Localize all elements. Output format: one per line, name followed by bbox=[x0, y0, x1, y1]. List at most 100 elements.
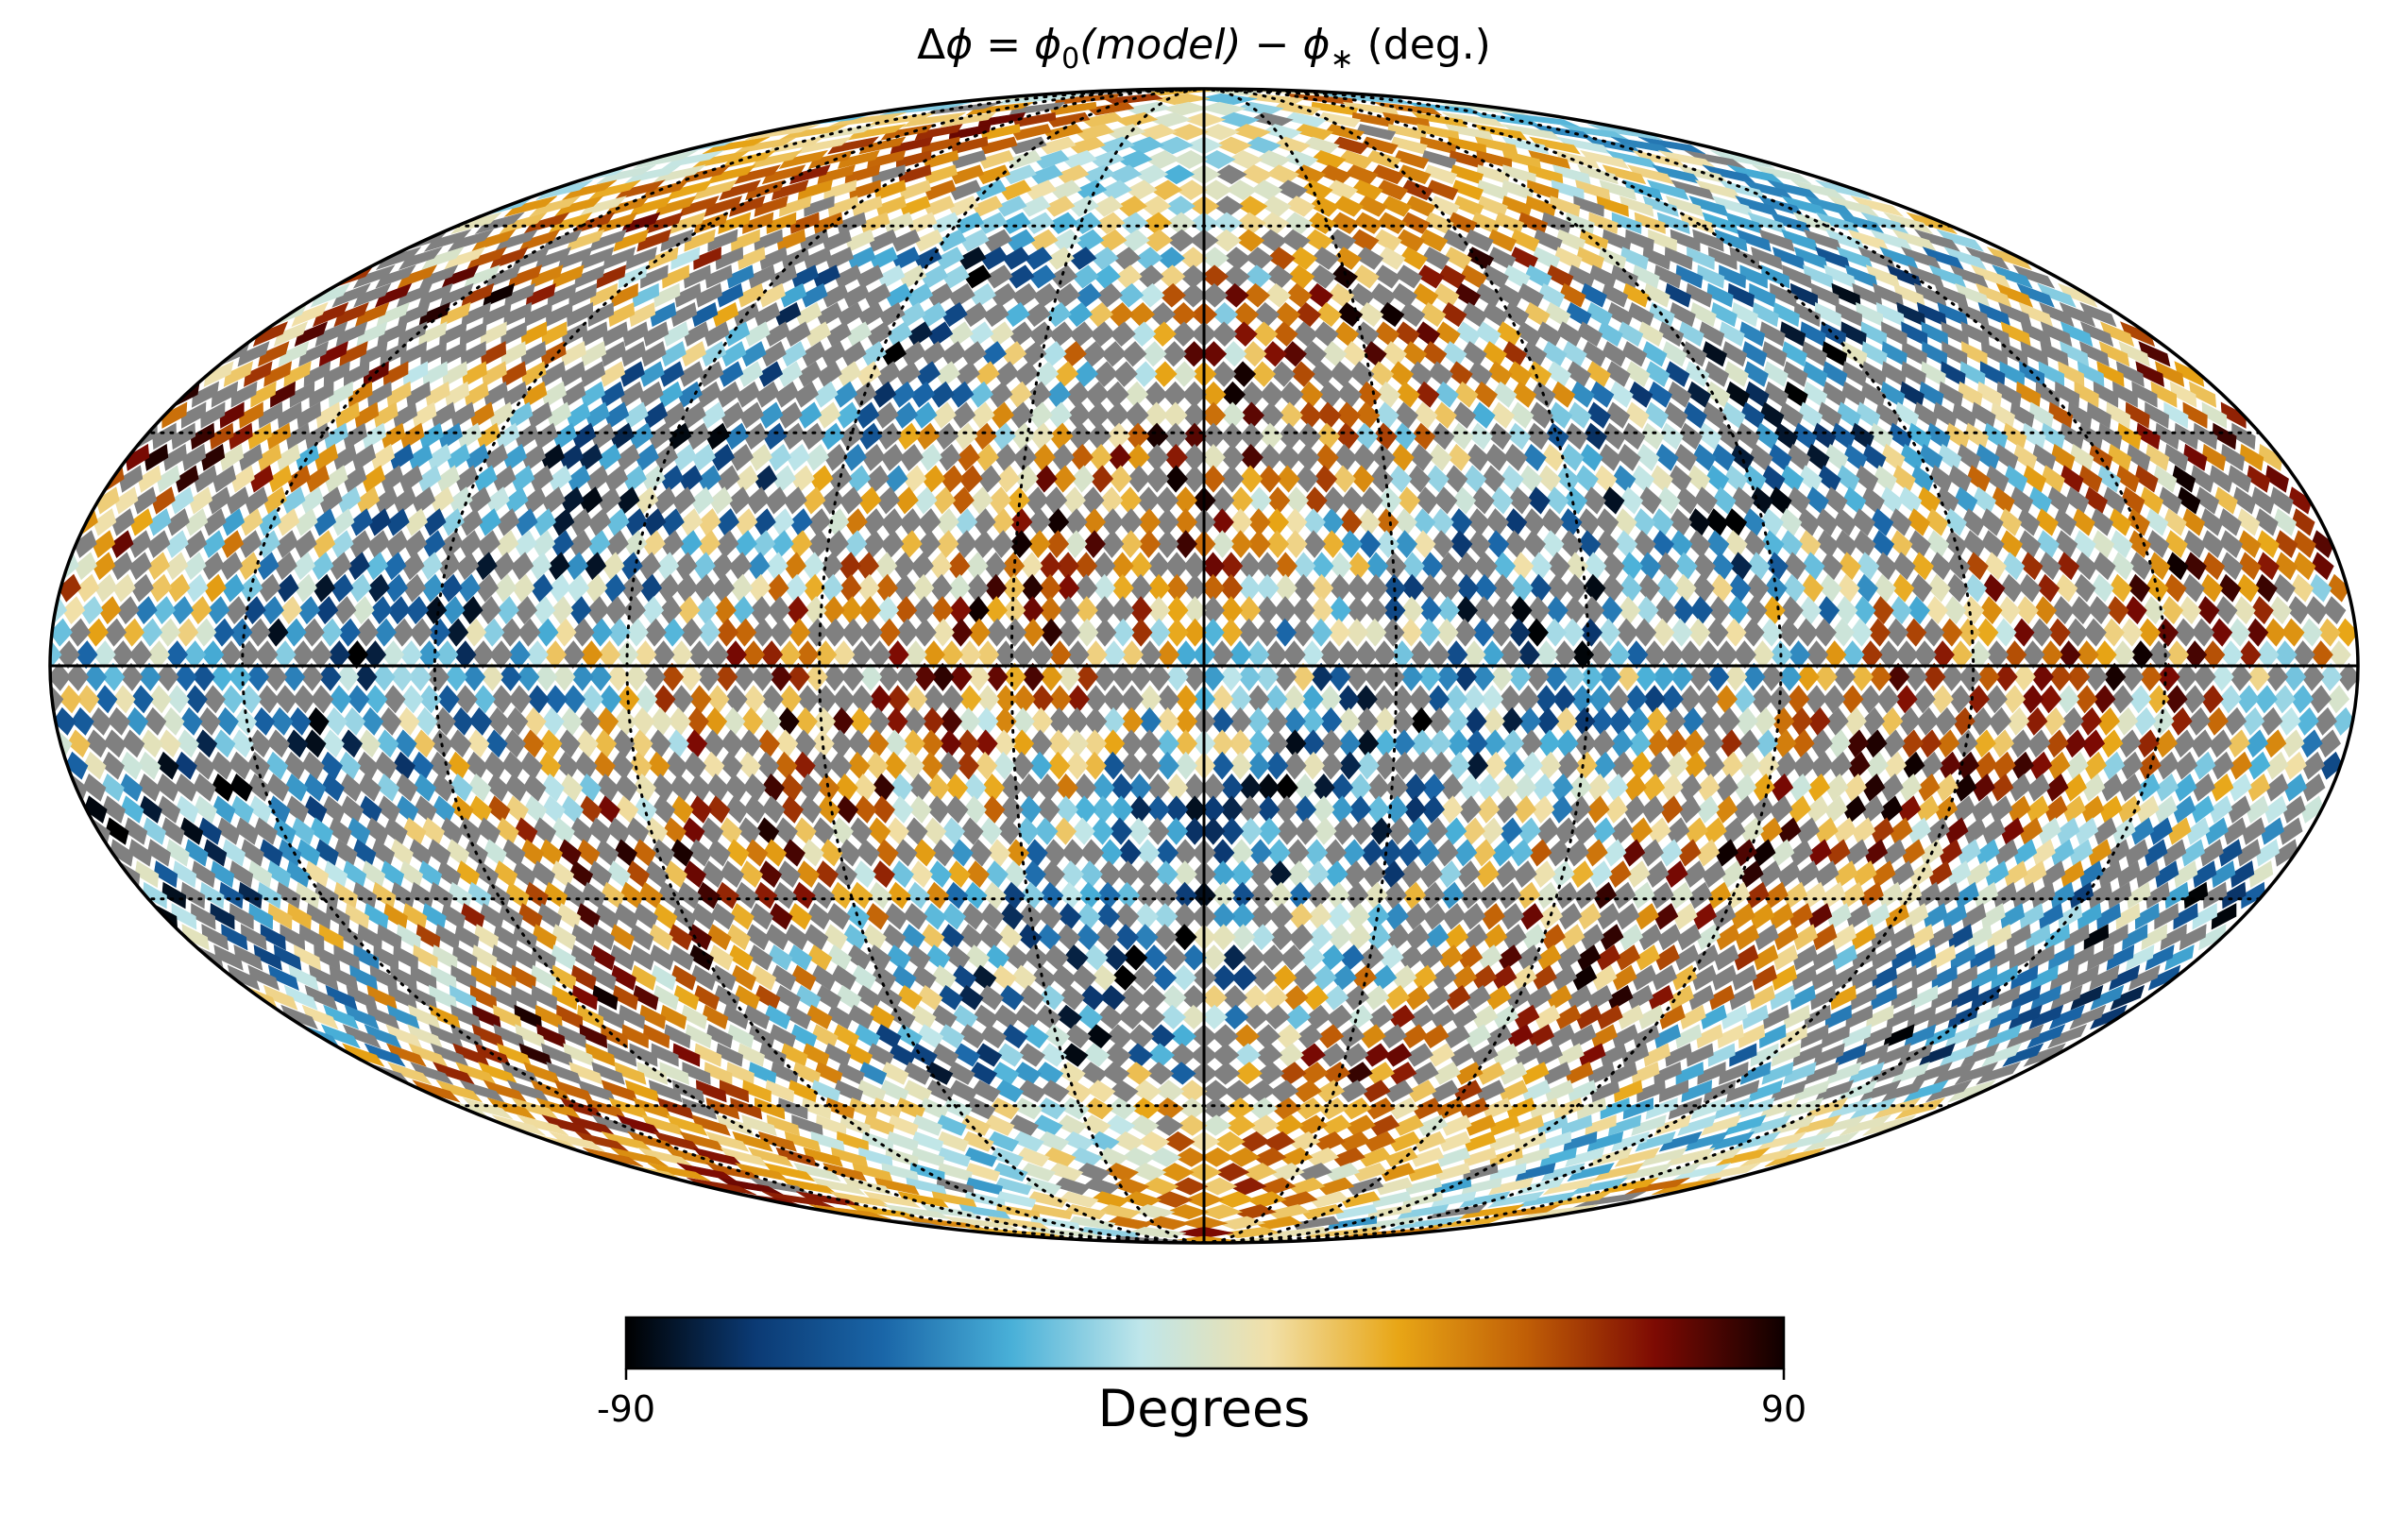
map-pixel bbox=[1707, 246, 1738, 270]
map-pixel bbox=[1419, 301, 1447, 328]
map-pixel bbox=[1011, 124, 1052, 141]
map-pixel bbox=[660, 229, 694, 252]
map-pixel bbox=[1129, 321, 1157, 348]
map-pixel bbox=[958, 246, 987, 270]
map-pixel bbox=[1441, 229, 1471, 252]
map-pixel bbox=[2018, 301, 2054, 328]
map-pixel bbox=[805, 321, 832, 348]
map-pixel bbox=[2079, 321, 2114, 348]
healpix-pixel-layer bbox=[50, 89, 2358, 1243]
map-pixel bbox=[1611, 212, 1642, 234]
map-pixel bbox=[1200, 179, 1233, 201]
map-pixel bbox=[1161, 101, 1210, 116]
map-pixel bbox=[1752, 301, 1779, 328]
title-phi: ϕ bbox=[945, 21, 973, 69]
map-pixel bbox=[529, 196, 582, 217]
map-pixel bbox=[1626, 164, 1674, 185]
map-pixel bbox=[1395, 264, 1423, 289]
map-pixel bbox=[817, 164, 856, 185]
map-pixel bbox=[1295, 301, 1322, 328]
map-pixel bbox=[789, 164, 831, 185]
chart-title: Δϕ = ϕ0(model) − ϕ∗ (deg.) bbox=[917, 21, 1491, 76]
map-pixel bbox=[1161, 164, 1195, 185]
map-pixel bbox=[354, 301, 390, 328]
map-pixel bbox=[312, 301, 349, 328]
title-minus: − bbox=[1242, 21, 1303, 69]
title-model: (model) bbox=[1079, 21, 1241, 69]
map-pixel bbox=[1381, 196, 1413, 217]
map-pixel bbox=[683, 321, 710, 348]
map-pixel bbox=[596, 164, 656, 185]
map-pixel bbox=[629, 301, 656, 328]
map-pixel bbox=[2039, 301, 2075, 328]
map-pixel bbox=[1580, 149, 1630, 169]
map-pixel bbox=[1110, 321, 1136, 348]
map-pixel bbox=[1029, 164, 1063, 185]
map-pixel bbox=[801, 282, 828, 308]
map-pixel bbox=[1197, 93, 1258, 106]
map-pixel bbox=[1116, 282, 1145, 308]
map-pixel bbox=[1576, 321, 1603, 348]
map-pixel bbox=[1212, 229, 1242, 252]
map-pixel bbox=[1034, 150, 1070, 169]
map-pixel bbox=[1752, 164, 1812, 185]
map-pixel bbox=[761, 164, 806, 185]
map-pixel bbox=[1647, 179, 1689, 201]
map-pixel bbox=[723, 321, 751, 348]
map-pixel bbox=[567, 301, 594, 328]
map-pixel bbox=[1653, 264, 1682, 289]
map-pixel bbox=[1687, 246, 1715, 270]
map-pixel bbox=[674, 282, 702, 308]
map-pixel bbox=[608, 301, 636, 328]
map-pixel bbox=[648, 246, 679, 270]
map-pixel bbox=[1426, 179, 1459, 201]
map-pixel bbox=[822, 282, 849, 308]
map-pixel bbox=[1401, 179, 1433, 201]
map-pixel bbox=[924, 179, 957, 201]
map-pixel bbox=[1373, 264, 1401, 289]
map-pixel bbox=[1529, 136, 1581, 155]
map-pixel bbox=[1338, 150, 1374, 169]
map-pixel bbox=[291, 301, 329, 328]
map-pixel bbox=[976, 164, 1010, 185]
map-pixel bbox=[1309, 264, 1337, 289]
map-pixel bbox=[1790, 179, 1846, 200]
map-pixel bbox=[1377, 212, 1407, 234]
map-pixel bbox=[1727, 282, 1755, 308]
map-pixel bbox=[978, 150, 1014, 169]
map-pixel bbox=[1225, 179, 1258, 201]
map-pixel bbox=[902, 111, 966, 128]
map-pixel bbox=[653, 282, 681, 308]
map-pixel bbox=[1719, 321, 1745, 348]
map-pixel bbox=[1137, 282, 1165, 308]
map-pixel bbox=[1043, 124, 1084, 141]
map-pixel bbox=[825, 321, 852, 348]
map-pixel bbox=[618, 264, 648, 289]
map-pixel bbox=[737, 246, 766, 270]
map-pixel bbox=[1282, 212, 1314, 234]
map-pixel bbox=[1024, 212, 1055, 234]
map-pixel bbox=[1093, 264, 1121, 289]
map-pixel bbox=[779, 282, 807, 308]
map-pixel bbox=[1039, 136, 1077, 155]
map-pixel bbox=[868, 229, 898, 252]
map-pixel bbox=[719, 179, 761, 201]
map-pixel bbox=[1150, 93, 1211, 106]
map-pixel bbox=[842, 282, 871, 308]
map-pixel bbox=[754, 196, 789, 217]
map-pixel bbox=[1575, 179, 1611, 201]
map-pixel bbox=[941, 301, 968, 328]
map-pixel bbox=[1737, 229, 1772, 252]
map-pixel bbox=[1272, 321, 1298, 348]
map-pixel bbox=[1068, 196, 1099, 217]
map-pixel bbox=[950, 164, 985, 185]
title-delta: Δ bbox=[917, 21, 945, 69]
map-pixel bbox=[1559, 282, 1586, 308]
map-pixel bbox=[1376, 179, 1409, 201]
map-pixel bbox=[1143, 229, 1173, 252]
map-pixel bbox=[1418, 229, 1449, 252]
map-pixel bbox=[771, 179, 809, 201]
map-pixel bbox=[1009, 136, 1047, 155]
map-pixel bbox=[1739, 264, 1768, 289]
map-pixel bbox=[1170, 321, 1197, 348]
